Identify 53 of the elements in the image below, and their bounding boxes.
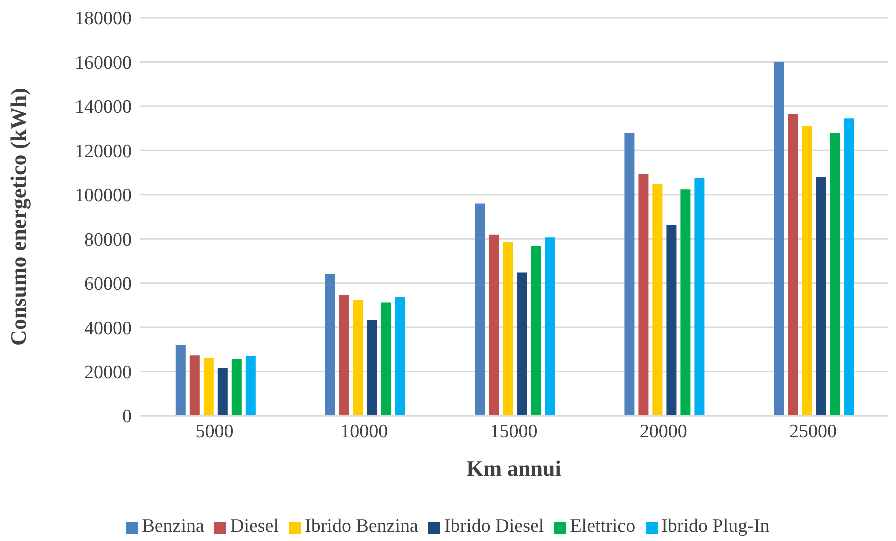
bar <box>545 238 556 416</box>
y-tick-label: 100000 <box>75 186 132 207</box>
x-axis-title: Km annui <box>466 456 562 481</box>
legend-label: Ibrido Diesel <box>444 516 544 537</box>
bar <box>326 274 336 416</box>
bar <box>788 114 798 416</box>
legend-label: Ibrido Benzina <box>305 516 418 537</box>
x-tick-label: 10000 <box>340 421 388 442</box>
bar <box>368 320 378 416</box>
legend-label: Ibrido Plug-In <box>662 516 770 537</box>
bar <box>176 345 186 416</box>
bar <box>652 184 663 416</box>
bar <box>382 302 392 416</box>
x-tick-label: 20000 <box>640 421 688 442</box>
y-tick-label: 0 <box>122 406 132 428</box>
bar <box>774 62 784 416</box>
bar <box>680 190 691 416</box>
bar <box>246 356 256 416</box>
x-tick-label: 15000 <box>490 421 538 442</box>
bar <box>218 368 228 416</box>
bar <box>340 295 350 416</box>
legend-label: Diesel <box>230 516 280 537</box>
bar <box>816 177 826 416</box>
y-tick-label: 20000 <box>84 362 132 384</box>
bar <box>204 358 214 416</box>
bar <box>802 126 812 416</box>
bar <box>517 272 528 416</box>
legend-label: Elettrico <box>570 516 636 537</box>
y-tick-label: 40000 <box>84 318 132 340</box>
bar <box>489 234 500 416</box>
y-tick-label: 60000 <box>84 274 132 296</box>
bar <box>503 242 514 416</box>
y-tick-label: 120000 <box>75 141 132 162</box>
bar <box>666 224 677 416</box>
y-tick-label: 160000 <box>75 52 132 74</box>
bar <box>624 132 635 416</box>
legend-label: Benzina <box>142 516 204 537</box>
bar <box>354 300 364 416</box>
bar <box>844 118 854 416</box>
bar <box>830 132 840 416</box>
y-tick-label: 80000 <box>84 230 132 251</box>
y-tick-label: 140000 <box>75 97 132 118</box>
y-tick-label: 180000 <box>75 8 132 30</box>
bar <box>475 204 486 416</box>
bar <box>531 246 542 416</box>
bar <box>190 356 200 416</box>
x-tick-label: 25000 <box>789 421 837 442</box>
bar <box>638 174 649 416</box>
bar <box>232 359 242 416</box>
bar <box>694 178 705 416</box>
x-tick-label: 5000 <box>196 421 234 442</box>
y-axis-title: Consumo energetico (kWh) <box>6 88 31 346</box>
bar <box>396 297 406 416</box>
